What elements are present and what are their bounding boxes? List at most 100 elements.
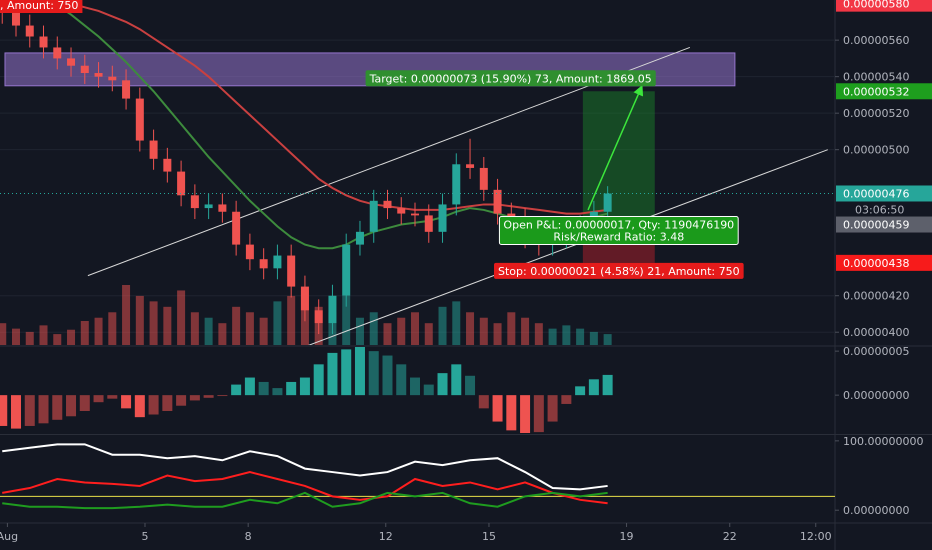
histogram-bar <box>79 395 90 411</box>
histogram-bar <box>134 395 145 418</box>
histogram-bar <box>231 384 242 396</box>
histogram-bar <box>203 395 214 398</box>
histogram-bar <box>602 374 613 396</box>
volume-bar <box>507 312 516 345</box>
annotation-text: Target: 0.00000073 (15.90%) 73, Amount: … <box>369 72 652 85</box>
last-price-label: 0.00000476 <box>843 187 909 200</box>
volume-bar <box>122 285 131 345</box>
candle-body <box>424 215 433 232</box>
y-tick-label: 0.00000400 <box>843 326 909 339</box>
volume-bar <box>190 312 199 345</box>
price-label-bg <box>836 0 932 12</box>
candle-body <box>479 167 488 190</box>
candle-body <box>493 189 502 214</box>
annotation-box <box>498 216 739 246</box>
histogram-bar <box>478 395 489 409</box>
histogram-bar <box>107 395 118 399</box>
candle-body <box>314 310 323 324</box>
entry-price-label-bg <box>836 216 932 233</box>
candle-body <box>163 158 172 172</box>
volume-bar <box>80 321 89 345</box>
histogram-bar <box>561 395 572 404</box>
volume-bar <box>438 306 447 345</box>
histogram-bar <box>327 352 338 396</box>
volume-bar <box>397 317 406 345</box>
histogram-bar <box>121 395 132 409</box>
candle-body <box>25 25 34 37</box>
macd-pane <box>0 347 613 433</box>
volume-bar <box>232 306 241 345</box>
countdown: 03:06:50 <box>855 203 904 216</box>
top-left-label-bg <box>0 0 83 13</box>
candle-body <box>135 98 144 141</box>
moving-average <box>59 0 608 215</box>
channel-line <box>308 149 828 345</box>
y-tick-label: 0.00000520 <box>843 107 909 120</box>
target-price-label: 0.00000532 <box>843 85 909 98</box>
histogram-bar <box>24 395 35 426</box>
candle-body <box>53 47 62 59</box>
x-tick-label: 8 <box>245 530 252 543</box>
candle-body <box>369 200 378 232</box>
volume-bar <box>149 301 158 345</box>
volume-bar <box>245 312 254 345</box>
volume-bar <box>589 331 598 345</box>
stop-price-label-bg <box>836 254 932 271</box>
annotation-text: Stop: 0.00000021 (4.58%) 21, Amount: 750 <box>498 265 740 278</box>
volume-bar <box>548 328 557 345</box>
annotation-box <box>493 262 744 279</box>
volume-bar <box>25 331 34 345</box>
annotation-text: Risk/Reward Ratio: 3.48 <box>553 231 684 244</box>
volume-bar <box>0 323 7 345</box>
volume-bar <box>562 325 571 345</box>
histogram-bar <box>423 384 434 396</box>
price-label: 0.00000580 <box>843 0 909 11</box>
candle-body <box>397 208 406 214</box>
oscillator-line <box>2 471 608 505</box>
histogram-bar <box>148 395 159 415</box>
y-tick-label: 100.00000000 <box>843 435 923 448</box>
volume-bar <box>424 323 433 345</box>
candle-body <box>245 244 254 260</box>
histogram-bar <box>396 364 407 396</box>
candle-body <box>39 36 48 48</box>
histogram-bar <box>520 395 531 433</box>
volume-bar <box>342 295 351 345</box>
histogram-bar <box>244 377 255 396</box>
candle-body <box>177 171 186 196</box>
volume-bar <box>177 290 186 345</box>
x-tick-label: 22 <box>723 530 737 543</box>
volume-bar <box>273 301 282 345</box>
histogram-bar <box>451 364 462 396</box>
candle-body <box>466 164 475 168</box>
y-tick-label: 0.00000500 <box>843 144 909 157</box>
oscillator-line <box>2 443 608 491</box>
histogram-bar <box>38 395 49 424</box>
volume-bar <box>108 312 117 345</box>
candle-body <box>383 200 392 209</box>
countdown-bg <box>836 201 932 218</box>
candle-body <box>11 12 20 26</box>
last-price-label-bg <box>836 185 932 202</box>
y-tick-label: 0.00000420 <box>843 290 909 303</box>
volume-bar <box>534 323 543 345</box>
candle-body <box>218 204 227 212</box>
annotation-text: Open P&L: 0.00000017, Qty: 1190476190 <box>503 219 734 232</box>
histogram-bar <box>217 395 228 397</box>
volume-bar <box>576 328 585 345</box>
histogram-bar <box>52 395 63 420</box>
candle-body <box>603 193 612 212</box>
x-tick-label: 15 <box>482 530 496 543</box>
annotations: Target: 0.00000073 (15.90%) 73, Amount: … <box>0 0 744 279</box>
entry-price-label: 0.00000459 <box>843 219 909 232</box>
histogram-bar <box>162 395 173 411</box>
volume-bar <box>411 312 420 345</box>
volume-bar <box>452 301 461 345</box>
oscillator-pane <box>0 443 835 510</box>
candle-body <box>80 65 89 74</box>
target-price-label-bg <box>836 83 932 100</box>
histogram-bar <box>299 377 310 396</box>
histogram-bar <box>575 386 586 396</box>
candle-body <box>67 58 76 66</box>
